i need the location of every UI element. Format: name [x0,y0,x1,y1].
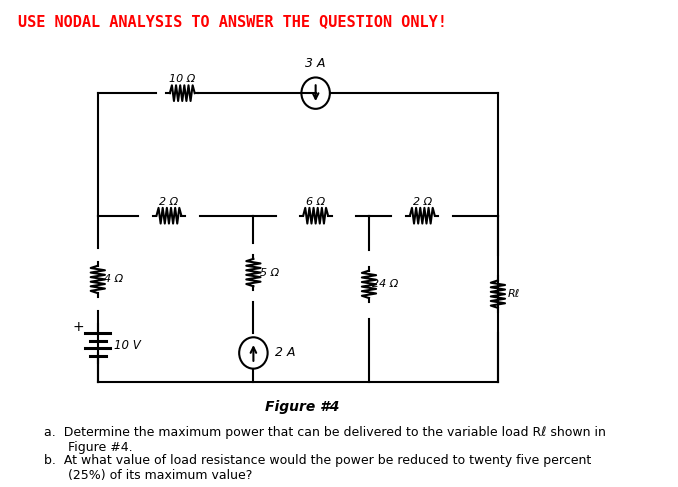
Text: 3 A: 3 A [305,56,326,70]
Text: USE NODAL ANALYSIS TO ANSWER THE QUESTION ONLY!: USE NODAL ANALYSIS TO ANSWER THE QUESTIO… [18,14,447,29]
Text: 2 A: 2 A [275,346,295,359]
Text: 10 V: 10 V [114,338,140,352]
Text: Figure #4: Figure #4 [265,400,340,414]
Text: 4 Ω: 4 Ω [104,275,123,284]
Text: 5 Ω: 5 Ω [260,267,279,278]
Text: 2 Ω: 2 Ω [159,197,178,207]
Text: 6 Ω: 6 Ω [306,197,325,207]
Text: 10 Ω: 10 Ω [169,75,195,84]
Text: 2 Ω: 2 Ω [413,197,432,207]
Text: 24 Ω: 24 Ω [372,280,398,289]
Text: +: + [73,320,84,335]
Text: a.  Determine the maximum power that can be delivered to the variable load Rℓ sh: a. Determine the maximum power that can … [45,427,606,454]
Text: Rℓ: Rℓ [508,289,520,299]
Text: b.  At what value of load resistance would the power be reduced to twenty five p: b. At what value of load resistance woul… [45,454,592,482]
